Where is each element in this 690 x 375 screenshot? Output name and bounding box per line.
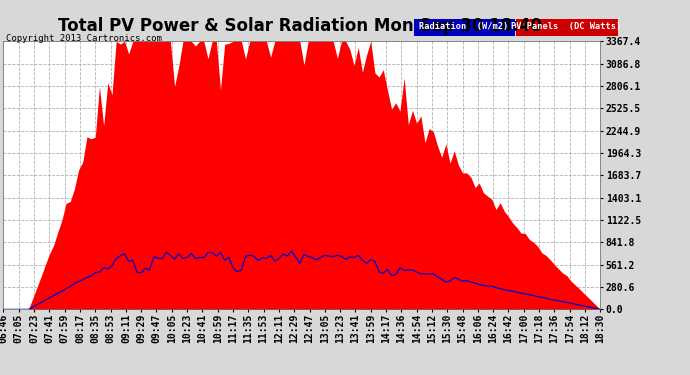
Text: PV Panels  (DC Watts): PV Panels (DC Watts): [511, 22, 622, 32]
Text: Copyright 2013 Cartronics.com: Copyright 2013 Cartronics.com: [6, 34, 161, 43]
Text: Total PV Power & Solar Radiation Mon Sep 30 18:40: Total PV Power & Solar Radiation Mon Sep…: [58, 17, 542, 35]
Text: Radiation  (W/m2): Radiation (W/m2): [419, 22, 509, 32]
